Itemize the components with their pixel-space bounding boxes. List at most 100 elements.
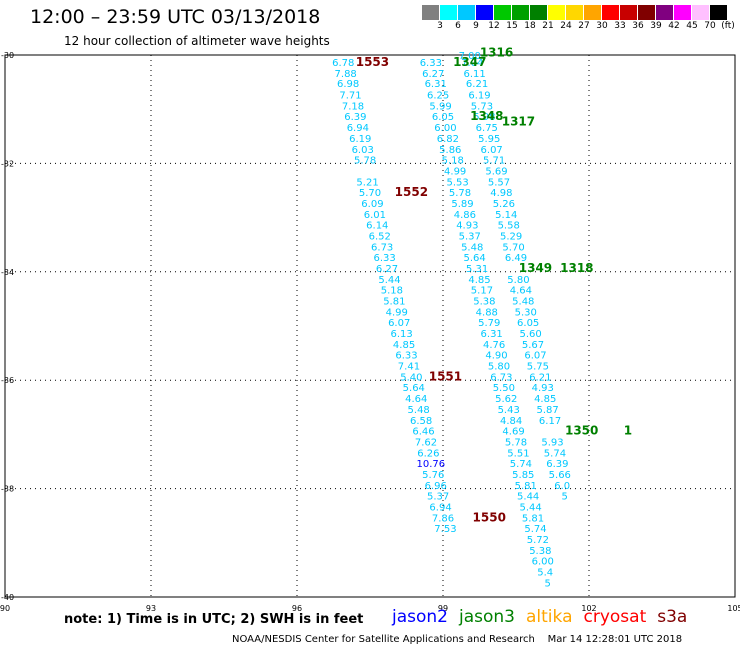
wave-height-label: 7.41 [398, 362, 420, 373]
wave-height-label: 6.98 [337, 79, 359, 90]
wave-height-label: 6.05 [517, 318, 539, 329]
wave-height-label: 5.58 [498, 221, 520, 232]
wave-height-label: 5.18 [381, 286, 403, 297]
pass-time-label: 1350 [565, 424, 598, 438]
color-swatch [440, 5, 458, 20]
color-scale-label: (ft) [721, 21, 735, 31]
wave-height-label: 5.98 [473, 112, 495, 123]
wave-height-label: 6.39 [546, 459, 568, 470]
lon-tick-label: 93 [146, 604, 156, 613]
wave-height-label: 4.93 [456, 221, 478, 232]
pass-time-label: 1553 [356, 55, 389, 69]
footer-credit: NOAA/NESDIS Center for Satellite Applica… [232, 634, 683, 645]
lat-tick-label: -34 [1, 268, 14, 277]
wave-height-label: 5.75 [527, 362, 549, 373]
wave-height-label: 5.29 [500, 231, 522, 242]
wave-height-label: 5.44 [517, 492, 539, 503]
wave-height-label: 6.05 [432, 112, 454, 123]
wave-height-label: 5.74 [544, 448, 566, 459]
color-scale-label: 12 [488, 21, 500, 31]
wave-height-label: 5.44 [378, 275, 400, 286]
wave-height-label: 6.58 [410, 416, 432, 427]
wave-height-label: 4.90 [485, 351, 507, 362]
color-scale-label: 30 [596, 21, 608, 31]
pass-time-label: 1316 [480, 45, 513, 59]
lat-tick-label: -38 [1, 485, 14, 494]
note-text: note: 1) Time is in UTC; 2) SWH is in fe… [64, 612, 364, 627]
wave-height-label: 5.93 [541, 437, 563, 448]
wave-height-label: 7.62 [415, 437, 437, 448]
wave-height-label: 5.51 [507, 448, 529, 459]
pass-time-label: 1318 [560, 261, 593, 275]
color-swatch [512, 5, 530, 20]
wave-height-label: 5.26 [493, 199, 515, 210]
wave-height-label: 6.78 [332, 58, 354, 69]
wave-height-label: 5 [561, 492, 567, 503]
wave-height-label: 6.31 [425, 79, 447, 90]
color-swatch [584, 5, 602, 20]
wave-height-label: 4.85 [468, 275, 490, 286]
wave-height-label: 5.85 [512, 470, 534, 481]
lon-tick-label: 96 [292, 604, 302, 613]
wave-height-label: 4.76 [483, 340, 505, 351]
wave-height-label: 4.88 [476, 307, 498, 318]
wave-height-label: 7.86 [432, 513, 454, 524]
wave-height-label: 6.46 [412, 427, 434, 438]
color-scale-label: 33 [614, 21, 626, 31]
wave-height-label: 5.62 [495, 394, 517, 405]
wave-height-label: 6.00 [532, 557, 554, 568]
wave-height-label: 6.13 [391, 329, 413, 340]
wave-height-label: 4.93 [532, 383, 554, 394]
wave-height-label: 5.37 [459, 231, 481, 242]
pass-time-label: 1551 [429, 369, 462, 383]
wave-height-label: 7.04 [461, 58, 483, 69]
color-swatch [476, 5, 494, 20]
wave-height-label: 5.74 [524, 524, 546, 535]
wave-height-label: 5.17 [471, 286, 493, 297]
wave-height-label: 6.94 [429, 502, 451, 513]
wave-height-label: 4.64 [405, 394, 427, 405]
map-ticks: 90 93 96 99 102 105 -30 -32 -34 -36 -38 -40 [0, 51, 740, 613]
wave-height-label: 5.37 [427, 492, 449, 503]
wave-height-label: 6.27 [376, 264, 398, 275]
wave-height-label: 5.4 [537, 568, 553, 579]
color-scale-label: 27 [578, 21, 590, 31]
legend-item-s3a: s3a [657, 607, 688, 627]
wave-height-label: 5 [544, 578, 550, 589]
color-scale-label: 15 [506, 21, 518, 31]
pass-time-label: 1 [624, 424, 632, 438]
lon-tick-label: 99 [438, 604, 448, 613]
wave-height-label: 6.39 [344, 112, 366, 123]
wave-height-label: 5.64 [403, 383, 425, 394]
color-scale-label: 3 [437, 21, 443, 31]
wave-height-label: 5.38 [529, 546, 551, 557]
wave-height-label: 6.73 [490, 372, 512, 383]
wave-height-label: 5.74 [510, 459, 532, 470]
wave-height-label: 5.21 [356, 177, 378, 188]
wave-height-label: 6.19 [468, 91, 490, 102]
wave-height-label: 6.49 [505, 253, 527, 264]
pass-time-label: 1550 [473, 510, 506, 524]
wave-height-label: 4.86 [454, 210, 476, 221]
wave-height-label: 6.26 [417, 448, 439, 459]
color-swatch [620, 5, 638, 20]
wave-height-label: 5.67 [522, 340, 544, 351]
wave-height-label: 6.14 [366, 221, 388, 232]
wave-height-label: 6.33 [373, 253, 395, 264]
color-scale-bar [422, 5, 728, 21]
wave-height-label: 4.85 [393, 340, 415, 351]
page-subtitle: 12 hour collection of altimeter wave hei… [64, 34, 330, 48]
wave-height-label: 5.43 [498, 405, 520, 416]
wave-height-label: 5.81 [522, 513, 544, 524]
color-swatch [422, 5, 440, 20]
wave-height-label: 5.70 [502, 242, 524, 253]
lon-tick-label: 102 [581, 604, 596, 613]
lat-tick-label: -36 [1, 376, 14, 385]
wave-height-label: 5.69 [485, 166, 507, 177]
color-scale-label: 24 [560, 21, 572, 31]
wave-height-label: 6.0 [554, 481, 570, 492]
color-swatch [602, 5, 620, 20]
wave-height-label: 5.78 [449, 188, 471, 199]
satellite-legend: jason2 jason3 altika cryosat s3a [392, 607, 698, 627]
pass-time-label: 1349 [519, 261, 552, 275]
